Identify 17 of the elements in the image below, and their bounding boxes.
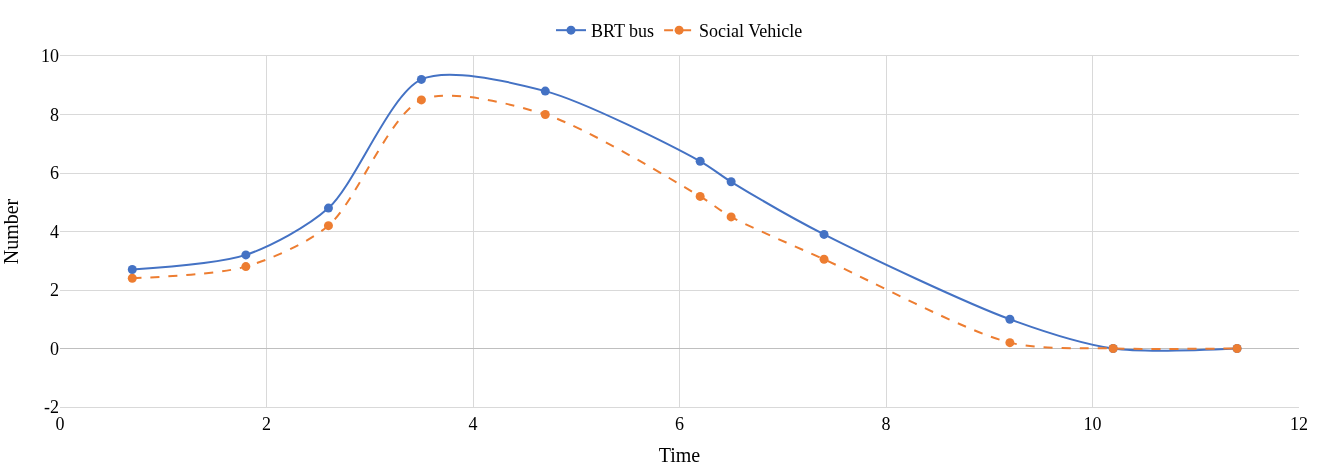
y-tick-label: 10: [41, 46, 59, 67]
legend-label: BRT bus: [591, 21, 655, 42]
x-tick-label: 6: [675, 413, 684, 434]
y-tick-label: 4: [50, 221, 59, 242]
y-tick-label: 0: [50, 338, 59, 359]
x-tick-label: 10: [1083, 413, 1102, 434]
y-tick-label: 8: [50, 104, 59, 125]
x-axis-title: Time: [658, 444, 701, 466]
legend-label: Social Vehicle: [699, 21, 803, 42]
y-tick-label: -2: [44, 397, 59, 418]
y-tick-label: 6: [50, 163, 59, 184]
x-tick-label: 8: [881, 413, 891, 434]
x-tick-label: 4: [468, 413, 478, 434]
x-tick-label: 12: [1290, 413, 1308, 434]
x-tick-label: 2: [262, 413, 271, 434]
y-tick-label: 2: [50, 280, 59, 301]
y-axis-title: Number: [0, 198, 22, 265]
